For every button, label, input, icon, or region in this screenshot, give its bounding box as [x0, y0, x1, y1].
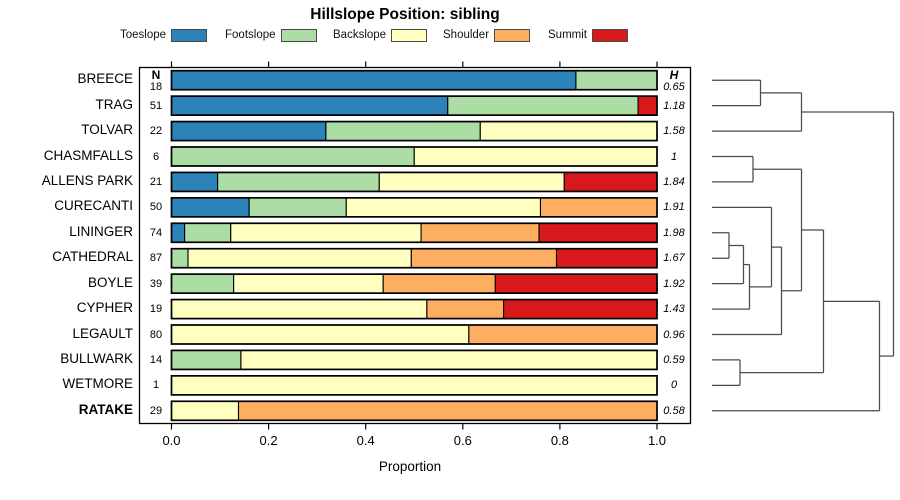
y-axis-label: BULLWARK [60, 350, 133, 366]
h-value: 0.96 [663, 328, 685, 341]
n-column-header: N [151, 68, 161, 82]
x-tick-label: 0.2 [259, 433, 278, 448]
y-axis-label: LININGER [69, 223, 133, 239]
y-axis-label: ALLENS PARK [41, 172, 133, 188]
n-value: 19 [149, 303, 163, 316]
legend-swatch-toeslope [171, 28, 208, 42]
x-tick-label: 0.4 [356, 433, 375, 448]
y-axis-label: RATAKE [78, 401, 133, 417]
legend-item: Shoulder [443, 27, 531, 43]
y-axis-label: CATHEDRAL [52, 249, 133, 265]
x-tick-label: 0.6 [453, 433, 472, 448]
legend-label: Footslope [225, 29, 276, 41]
n-value: 50 [149, 201, 163, 214]
n-value: 22 [149, 125, 163, 138]
n-value: 6 [152, 150, 160, 163]
h-value: 1.67 [663, 252, 685, 265]
legend-label: Backslope [333, 29, 387, 41]
h-value: 1.58 [663, 125, 685, 138]
h-value: 1 [670, 150, 678, 163]
h-value: 1.18 [663, 99, 685, 112]
y-axis-label: BREECE [77, 71, 133, 87]
y-axis-label: BOYLE [87, 274, 133, 290]
legend-item: Summit [548, 27, 628, 43]
legend-swatch-summit [591, 28, 628, 42]
legend-item: Backslope [333, 27, 428, 43]
chart-title: Hillslope Position: sibling [310, 6, 500, 23]
n-value: 29 [149, 404, 163, 417]
y-axis-label: CYPHER [76, 300, 133, 316]
h-column-header: H [669, 68, 679, 82]
y-axis-label: WETMORE [62, 376, 134, 392]
n-value: 51 [149, 99, 163, 112]
n-value: 39 [149, 277, 163, 290]
h-value: 1.92 [663, 277, 685, 290]
x-tick-label: 0.0 [162, 433, 181, 448]
legend-swatch-shoulder [494, 28, 531, 42]
legend-swatch-backslope [391, 28, 428, 42]
n-value: 14 [149, 353, 163, 366]
x-axis-title: Proportion [378, 459, 442, 474]
h-value: 1.91 [663, 201, 685, 214]
n-value: 80 [149, 328, 163, 341]
h-value: 1.43 [663, 303, 685, 316]
h-value: 0.59 [663, 353, 685, 366]
legend-label: Summit [548, 29, 587, 41]
n-value: 74 [149, 226, 163, 239]
y-axis-label: CHASMFALLS [43, 147, 133, 163]
n-value: 87 [149, 252, 163, 265]
n-value: 1 [152, 379, 160, 392]
legend-label: Toeslope [120, 29, 167, 41]
n-value: 21 [149, 175, 163, 188]
legend-swatch-footslope [280, 28, 317, 42]
legend-label: Shoulder [443, 29, 490, 41]
x-tick-label: 0.8 [550, 433, 569, 448]
legend-item: Toeslope [120, 27, 208, 43]
h-value: 0.58 [663, 404, 685, 417]
legend-item: Footslope [225, 27, 317, 43]
h-value: 0 [670, 379, 678, 392]
h-value: 0.65 [663, 80, 685, 93]
y-axis-label: CURECANTI [54, 198, 133, 214]
y-axis-label: TOLVAR [81, 122, 133, 138]
y-axis-label: LEGAULT [72, 325, 133, 341]
h-value: 1.84 [663, 175, 685, 188]
x-tick-label: 1.0 [647, 433, 667, 448]
y-axis-label: TRAG [95, 96, 133, 112]
h-value: 1.98 [663, 226, 685, 239]
n-value: 18 [149, 80, 163, 93]
